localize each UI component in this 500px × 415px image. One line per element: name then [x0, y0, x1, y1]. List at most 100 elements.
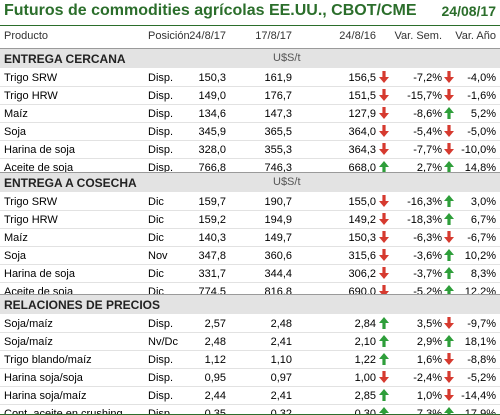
product-name: Harina soja/maíz [4, 390, 87, 402]
arrow-down-icon [443, 88, 455, 102]
position: Dic [148, 232, 164, 244]
arrow-down-icon [378, 212, 390, 226]
weekly-change: 1,0% [416, 390, 442, 402]
position: Disp. [148, 162, 174, 174]
weekly-change: -7,2% [413, 72, 442, 84]
price-year-ago: 127,9 [348, 108, 376, 120]
arrow-down-icon [443, 230, 455, 244]
arrow-down-icon [443, 70, 455, 84]
arrow-up-icon [443, 160, 455, 174]
section-title: ENTREGA A COSECHA [4, 176, 137, 190]
weekly-change: -3,7% [413, 268, 442, 280]
yearly-change: -1,6% [467, 90, 496, 102]
weekly-change: 1,6% [416, 354, 442, 366]
yearly-change: -6,7% [467, 232, 496, 244]
product-name: Soja [4, 126, 27, 138]
price-current: 331,7 [198, 268, 226, 280]
arrow-up-icon [378, 160, 390, 174]
price-current: 328,0 [198, 144, 226, 156]
weekly-change: -18,3% [407, 214, 442, 226]
section-title: ENTREGA CERCANA [4, 52, 126, 66]
position: Disp. [148, 72, 174, 84]
weekly-change: -2,4% [413, 372, 442, 384]
table-row: Soja/maíz Nv/Dc 2,48 2,41 2,10 2,9% 18,1% [0, 333, 500, 351]
table-row: Soja Disp. 345,9 365,5 364,0 -5,4% -5,0% [0, 123, 500, 141]
arrow-down-icon [378, 88, 390, 102]
price-year-ago: 156,5 [348, 72, 376, 84]
price-current: 766,8 [198, 162, 226, 174]
col-header-posicion: Posición [148, 30, 190, 42]
product-name: Cont. aceite en crushing [4, 408, 123, 415]
report-date: 24/08/17 [441, 3, 497, 19]
price-week-ago: 161,9 [264, 72, 292, 84]
section-title: RELACIONES DE PRECIOS [4, 298, 161, 312]
arrow-down-icon [443, 142, 455, 156]
price-week-ago: 1,10 [270, 354, 292, 366]
arrow-up-icon [378, 388, 390, 402]
weekly-change: 2,7% [416, 162, 442, 174]
product-name: Soja/maíz [4, 318, 53, 330]
price-week-ago: 344,4 [264, 268, 292, 280]
weekly-change: -3,6% [413, 250, 442, 262]
yearly-change: 18,1% [464, 336, 496, 348]
table-row: Harina soja/soja Disp. 0,95 0,97 1,00 -2,4% -5… [0, 369, 500, 387]
weekly-change: -8,6% [413, 108, 442, 120]
arrow-up-icon [443, 334, 455, 348]
product-name: Trigo SRW [4, 196, 58, 208]
product-name: Harina de soja [4, 268, 75, 280]
section-header: ENTREGA CERCANA U$S/t [0, 48, 500, 68]
arrow-down-icon [378, 266, 390, 280]
yearly-change: 14,8% [464, 162, 496, 174]
table-row: Cont. aceite en crushing Disp. 0,35 0,32 0,3… [0, 405, 500, 415]
price-week-ago: 355,3 [264, 144, 292, 156]
product-name: Harina soja/soja [4, 372, 83, 384]
arrow-down-icon [443, 124, 455, 138]
yearly-change: -10,0% [461, 144, 496, 156]
table-row: Trigo SRW Disp. 150,3 161,9 156,5 -7,2% -4,0% [0, 69, 500, 87]
yearly-change: 8,3% [470, 268, 496, 280]
price-year-ago: 150,3 [348, 232, 376, 244]
table-row: Harina de soja Disp. 328,0 355,3 364,3 -7,7% -… [0, 141, 500, 159]
price-year-ago: 0,30 [354, 408, 376, 415]
weekly-change: -6,3% [413, 232, 442, 244]
price-year-ago: 2,10 [354, 336, 376, 348]
arrow-up-icon [443, 106, 455, 120]
price-week-ago: 147,3 [264, 108, 292, 120]
price-current: 2,57 [204, 318, 226, 330]
arrow-down-icon [378, 142, 390, 156]
yearly-change: -8,8% [467, 354, 496, 366]
arrow-up-icon [443, 266, 455, 280]
price-current: 140,3 [198, 232, 226, 244]
price-year-ago: 155,0 [348, 196, 376, 208]
col-header-date-2: 17/8/17 [255, 30, 292, 42]
yearly-change: 17,9% [464, 408, 496, 415]
weekly-change: -5,4% [413, 126, 442, 138]
price-current: 347,8 [198, 250, 226, 262]
arrow-up-icon [443, 406, 455, 415]
price-current: 0,95 [204, 372, 226, 384]
arrow-up-icon [378, 316, 390, 330]
product-name: Soja [4, 250, 27, 262]
price-week-ago: 360,6 [264, 250, 292, 262]
weekly-change: 3,5% [416, 318, 442, 330]
price-current: 150,3 [198, 72, 226, 84]
price-week-ago: 149,7 [264, 232, 292, 244]
price-year-ago: 2,84 [354, 318, 376, 330]
position: Nov [148, 250, 168, 262]
position: Disp. [148, 390, 174, 402]
section-unit: U$S/t [273, 52, 301, 64]
table-row: Soja Nov 347,8 360,6 315,6 -3,6% 10,2% [0, 247, 500, 265]
arrow-down-icon [443, 388, 455, 402]
product-name: Aceite de soja [4, 162, 74, 174]
col-header-producto: Producto [4, 30, 49, 42]
price-year-ago: 2,85 [354, 390, 376, 402]
arrow-down-icon [378, 230, 390, 244]
yearly-change: -5,0% [467, 126, 496, 138]
price-year-ago: 151,5 [348, 90, 376, 102]
arrow-up-icon [443, 212, 455, 226]
arrow-down-icon [378, 370, 390, 384]
table-row: Maíz Dic 140,3 149,7 150,3 -6,3% -6,7% [0, 229, 500, 247]
position: Disp. [148, 354, 174, 366]
price-current: 2,44 [204, 390, 226, 402]
arrow-down-icon [378, 124, 390, 138]
